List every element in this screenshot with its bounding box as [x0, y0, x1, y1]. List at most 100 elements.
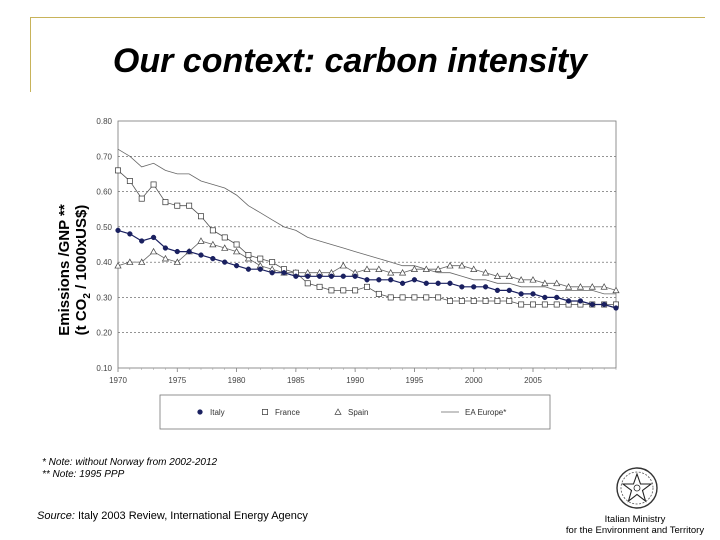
data-point [269, 270, 275, 276]
data-point [447, 298, 453, 304]
data-point [588, 283, 596, 290]
data-point [577, 298, 584, 304]
legend-label: EA Europe* [465, 408, 506, 417]
ministry-line2: for the Environment and Territory [565, 525, 705, 536]
emblem-icon [616, 467, 658, 509]
data-point [518, 301, 525, 308]
data-point [423, 294, 430, 301]
data-point [198, 252, 204, 258]
data-point [541, 279, 549, 287]
data-point [126, 178, 133, 184]
data-point [470, 265, 478, 272]
grid-layer [118, 155, 616, 334]
data-point [304, 280, 311, 287]
data-point [435, 280, 441, 286]
data-point [434, 265, 442, 272]
data-point [564, 283, 573, 290]
data-point [375, 290, 382, 297]
data-point [481, 269, 490, 276]
data-point [518, 291, 524, 297]
data-point [364, 277, 370, 283]
data-point [612, 286, 620, 294]
data-point [553, 301, 560, 308]
data-point [257, 255, 264, 262]
data-point [245, 252, 252, 259]
data-point [340, 273, 346, 279]
x-tick-label: 2005 [524, 376, 542, 385]
data-point [435, 294, 442, 301]
data-point [506, 298, 513, 304]
y-tick-label: 0.50 [96, 223, 112, 232]
data-point [138, 258, 146, 265]
data-point [387, 269, 395, 276]
data-point [493, 272, 502, 280]
legend-box [159, 394, 551, 430]
x-tick-label: 1990 [346, 376, 364, 385]
data-point [316, 273, 323, 279]
data-point [589, 301, 595, 308]
data-point [197, 409, 203, 415]
data-point [293, 273, 299, 279]
data-point [269, 259, 276, 266]
data-point [115, 167, 121, 174]
data-point [506, 287, 512, 294]
data-point [601, 301, 607, 308]
data-point [375, 265, 383, 272]
data-point [245, 266, 252, 272]
data-point [149, 247, 158, 255]
data-point [565, 298, 572, 304]
data-point [482, 298, 489, 304]
data-point [210, 255, 216, 262]
data-point [222, 259, 228, 265]
data-point [221, 234, 228, 241]
data-point [364, 283, 370, 290]
data-point [328, 287, 335, 294]
data-point [328, 273, 335, 279]
data-point [186, 248, 192, 255]
x-tick-label: 1985 [287, 376, 305, 385]
data-point [470, 298, 477, 304]
slide-frame-left [30, 17, 31, 92]
footnote-norway: * Note: without Norway from 2002-2012 [42, 457, 218, 468]
series-italy [115, 227, 619, 311]
legend-label: Italy [210, 408, 225, 417]
data-point [352, 273, 358, 279]
data-point [150, 234, 157, 241]
data-point [576, 283, 585, 290]
data-point [162, 245, 169, 251]
x-tick-label: 2000 [465, 376, 483, 385]
footnote-ppp: ** Note: 1995 PPP [42, 469, 125, 480]
data-point [517, 276, 525, 283]
data-point [305, 273, 311, 279]
y-tick-label: 0.80 [96, 117, 112, 126]
data-point [340, 287, 347, 294]
data-point [197, 237, 205, 244]
data-point [410, 265, 419, 272]
data-point [458, 261, 466, 269]
data-point [139, 238, 145, 244]
series-line [117, 148, 616, 295]
data-point [316, 283, 323, 290]
data-point [115, 227, 121, 234]
data-point [244, 254, 253, 262]
data-point [530, 301, 536, 308]
series-layer [114, 148, 620, 311]
data-point [138, 195, 145, 202]
data-point [399, 294, 406, 301]
data-point [233, 263, 240, 269]
data-point [126, 258, 134, 265]
data-point [422, 265, 430, 272]
data-point [398, 269, 407, 276]
y-tick-label: 0.40 [96, 258, 112, 267]
data-point [387, 294, 394, 301]
data-point [281, 270, 287, 276]
data-point [494, 287, 501, 294]
data-point [529, 276, 537, 283]
data-point [173, 258, 181, 265]
legend: Italy France Spain EA Europe* [159, 394, 551, 430]
data-point [447, 280, 453, 286]
data-point [541, 301, 548, 308]
data-point [411, 294, 418, 301]
series-france [115, 167, 619, 308]
